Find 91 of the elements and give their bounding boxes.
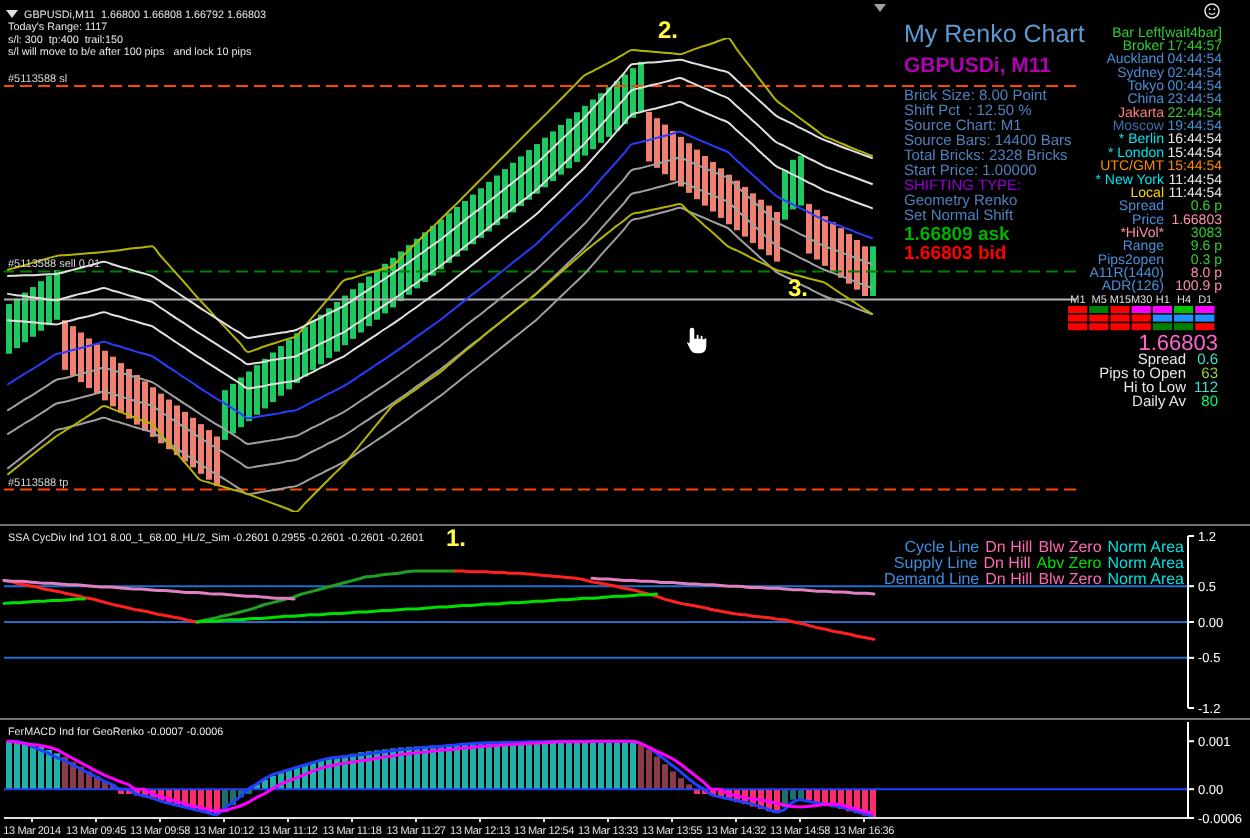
line-series xyxy=(195,592,658,624)
bar xyxy=(622,741,628,790)
candlestick xyxy=(62,320,68,370)
line-series xyxy=(2,578,296,601)
candlestick xyxy=(278,346,284,396)
text: 2. xyxy=(657,16,679,44)
candlestick xyxy=(694,149,700,200)
candlestick xyxy=(206,430,212,480)
candlestick xyxy=(246,371,252,422)
annotation: GBPUSDi, M11 xyxy=(904,54,1052,78)
bar xyxy=(638,743,644,790)
line-series xyxy=(195,569,457,624)
annotation: 3. xyxy=(787,274,809,302)
annotation: Blw Zero xyxy=(1038,570,1103,588)
bar xyxy=(14,741,20,790)
bar xyxy=(678,778,684,790)
candlestick xyxy=(334,301,340,352)
bar xyxy=(598,741,604,790)
bar xyxy=(558,741,564,790)
candlestick xyxy=(710,161,716,212)
bar xyxy=(22,742,28,790)
candlestick xyxy=(86,338,92,389)
candlestick xyxy=(702,155,708,206)
candlestick xyxy=(814,209,820,260)
bar xyxy=(590,741,596,790)
candlestick xyxy=(310,320,316,371)
candlestick xyxy=(14,298,20,349)
bar xyxy=(654,756,660,790)
line-series xyxy=(590,576,876,596)
annotation: 1.66809 ask xyxy=(904,224,1012,246)
annotation: Dn Hill xyxy=(985,538,1033,556)
candlestick xyxy=(318,314,324,365)
annotation: Abv Zero xyxy=(1036,554,1103,572)
line-series xyxy=(2,578,199,624)
candlestick xyxy=(254,365,260,415)
annotation: 1.66803 bid xyxy=(904,243,1007,265)
annotation: Supply Line xyxy=(893,554,979,572)
bar xyxy=(534,741,540,790)
candlestick xyxy=(718,168,724,218)
annotation: Norm Area xyxy=(1107,554,1186,572)
candlestick xyxy=(518,156,524,207)
candlestick xyxy=(806,203,812,254)
bar xyxy=(566,741,572,790)
bar xyxy=(6,741,12,790)
annotation: Demand Line xyxy=(884,570,981,588)
bar xyxy=(606,741,612,790)
annotation: 1. xyxy=(445,524,467,552)
line-series xyxy=(453,569,876,641)
candlestick xyxy=(70,326,76,376)
candlestick xyxy=(78,332,84,383)
bar xyxy=(542,741,548,790)
annotation: Blw Zero xyxy=(1038,538,1103,556)
candlestick xyxy=(870,246,876,297)
candlestick xyxy=(798,155,804,206)
candlestick xyxy=(286,339,292,390)
candlestick xyxy=(678,136,684,187)
candlestick xyxy=(222,390,228,440)
candlestick xyxy=(326,308,332,358)
annotation: Cycle Line xyxy=(904,538,981,556)
text: My Renko Chart xyxy=(904,20,1086,48)
bar xyxy=(614,741,620,790)
candlestick xyxy=(302,326,308,377)
candlestick xyxy=(38,281,44,331)
candlestick xyxy=(270,352,276,403)
bar xyxy=(646,749,652,790)
candlestick xyxy=(646,111,652,162)
candlestick xyxy=(6,304,12,354)
candlestick xyxy=(94,344,100,395)
candlestick xyxy=(670,130,676,181)
bar xyxy=(574,741,580,790)
candlestick xyxy=(230,383,236,434)
candlestick xyxy=(262,358,268,409)
candlestick xyxy=(494,175,500,226)
candlestick xyxy=(686,143,692,193)
candlestick xyxy=(662,124,668,175)
bar xyxy=(550,741,556,790)
text: 1.66803 xyxy=(1138,332,1218,356)
annotation: Norm Area xyxy=(1107,570,1186,588)
candlestick xyxy=(238,377,244,428)
bar xyxy=(670,771,676,790)
annotation: Norm Area xyxy=(1107,538,1186,556)
annotation: Dn Hill xyxy=(983,554,1032,572)
bar xyxy=(630,741,636,790)
bar xyxy=(526,741,532,790)
candlestick xyxy=(102,350,108,401)
annotation: Dn Hill xyxy=(985,570,1033,588)
candlestick xyxy=(46,275,52,326)
candlestick xyxy=(486,181,492,232)
bar xyxy=(662,764,668,790)
bar xyxy=(582,741,588,790)
candlestick xyxy=(110,356,116,407)
